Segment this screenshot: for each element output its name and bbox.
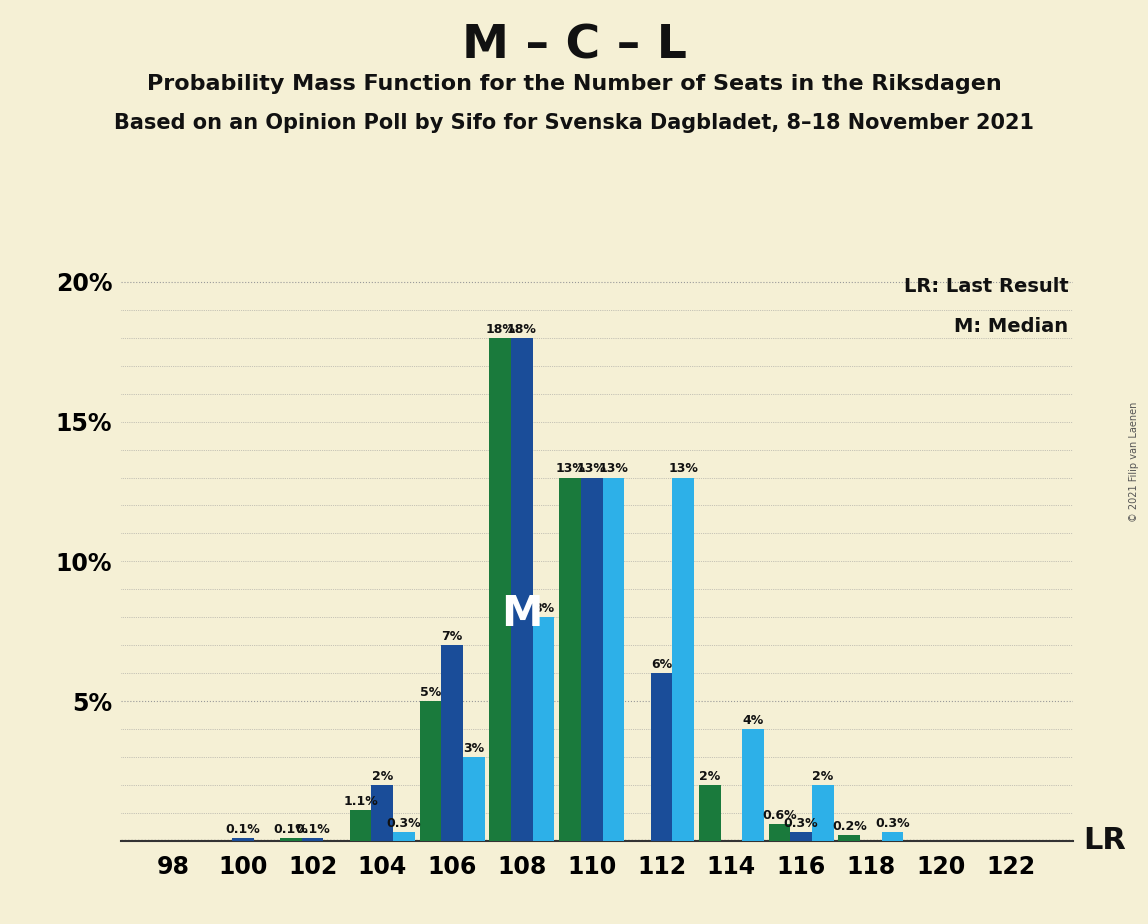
Text: 13%: 13% [576,462,606,475]
Text: 1.1%: 1.1% [343,795,378,808]
Bar [812,785,833,841]
Bar [581,478,603,841]
Bar [603,478,625,841]
Bar [463,757,484,841]
Text: © 2021 Filip van Laenen: © 2021 Filip van Laenen [1128,402,1139,522]
Bar [699,785,721,841]
Text: 2%: 2% [699,770,720,783]
Text: Based on an Opinion Poll by Sifo for Svenska Dagbladet, 8–18 November 2021: Based on an Opinion Poll by Sifo for Sve… [114,113,1034,133]
Bar [232,838,254,841]
Text: 0.2%: 0.2% [832,820,867,833]
Text: 5%: 5% [420,686,441,699]
Text: 0.3%: 0.3% [875,817,910,831]
Bar [393,833,414,841]
Bar [280,838,302,841]
Bar [441,645,463,841]
Bar [372,785,393,841]
Bar [511,338,533,841]
Text: 6%: 6% [651,658,672,671]
Text: Probability Mass Function for the Number of Seats in the Riksdagen: Probability Mass Function for the Number… [147,74,1001,94]
Text: 0.1%: 0.1% [273,822,309,836]
Bar [769,824,790,841]
Bar [420,701,441,841]
Text: 4%: 4% [743,714,763,727]
Bar [302,838,324,841]
Bar [533,617,554,841]
Bar [838,835,860,841]
Text: M: M [502,593,543,636]
Text: 13%: 13% [598,462,628,475]
Text: LR: Last Result: LR: Last Result [903,276,1069,296]
Text: 18%: 18% [507,322,537,335]
Text: 0.3%: 0.3% [784,817,819,831]
Bar [489,338,511,841]
Text: M: Median: M: Median [954,317,1069,335]
Bar [673,478,695,841]
Bar [882,833,903,841]
Text: 0.3%: 0.3% [387,817,421,831]
Text: 13%: 13% [556,462,585,475]
Text: 13%: 13% [668,462,698,475]
Text: 0.1%: 0.1% [295,822,329,836]
Text: 8%: 8% [533,602,554,615]
Text: 2%: 2% [812,770,833,783]
Text: 3%: 3% [463,742,484,755]
Text: M – C – L: M – C – L [461,23,687,68]
Bar [559,478,581,841]
Text: 7%: 7% [442,630,463,643]
Text: 0.1%: 0.1% [225,822,261,836]
Text: LR: LR [1083,826,1126,855]
Text: 2%: 2% [372,770,393,783]
Bar [742,729,763,841]
Bar [790,833,812,841]
Bar [651,674,673,841]
Bar [350,810,372,841]
Text: 0.6%: 0.6% [762,808,797,821]
Text: 18%: 18% [486,322,515,335]
